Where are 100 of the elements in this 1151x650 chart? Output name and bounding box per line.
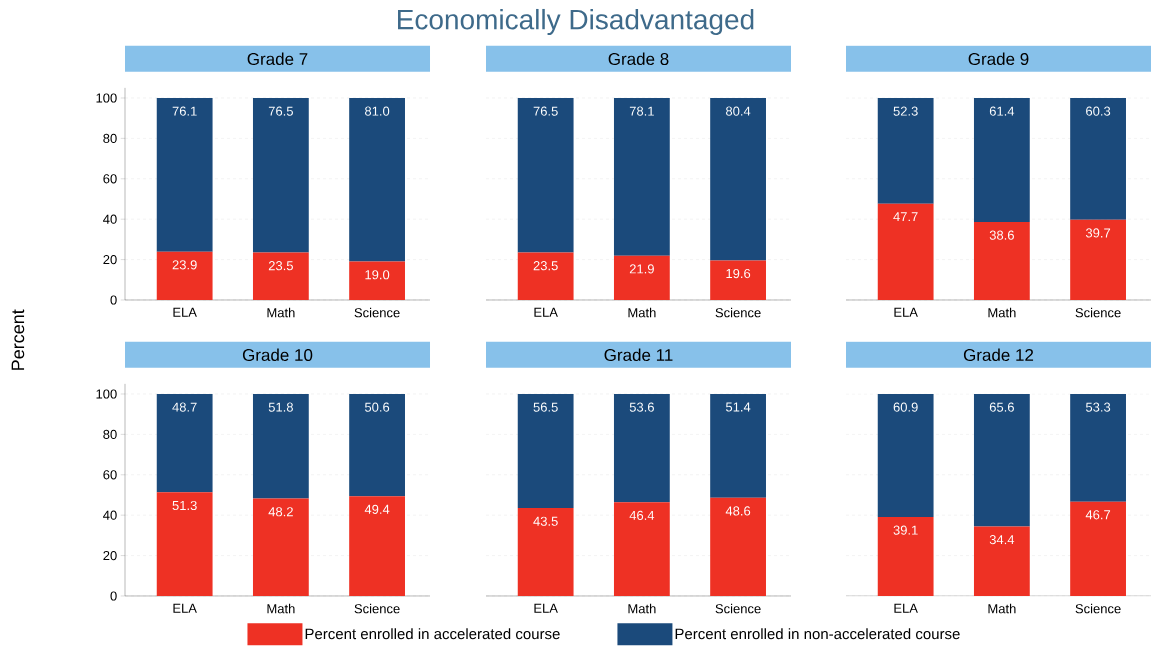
bar — [349, 393, 405, 497]
y-tick-label: 80 — [103, 133, 117, 143]
data-label: 34.4 — [989, 535, 1015, 545]
bar — [1070, 501, 1126, 596]
bar — [710, 393, 766, 498]
x-tick-label: Science — [1075, 603, 1121, 614]
chart-title: Grade 11 — [604, 348, 673, 362]
x-tick-label: Math — [267, 307, 295, 318]
data-label: 47.7 — [893, 212, 918, 222]
bar — [252, 97, 309, 253]
x-tick-label: ELA — [173, 307, 197, 317]
bar — [156, 393, 213, 493]
y-tick-label: 60 — [103, 174, 117, 184]
data-label: 43.5 — [533, 516, 558, 526]
bar — [349, 496, 405, 596]
bar — [613, 255, 670, 300]
chart-title: Grade 9 — [968, 52, 1029, 66]
bar — [877, 97, 934, 204]
data-label: 81.0 — [365, 106, 390, 116]
y-axis-title: Percent — [11, 309, 25, 370]
bar — [517, 252, 574, 300]
x-tick-label: Science — [1075, 307, 1121, 318]
data-label: 53.6 — [629, 402, 654, 412]
chart-title: Grade 10 — [242, 348, 313, 362]
bar — [710, 97, 766, 261]
bar — [156, 97, 213, 252]
x-tick-label: ELA — [534, 603, 558, 613]
data-label: 23.5 — [268, 261, 293, 271]
text: Economically Disadvantaged — [398, 8, 754, 36]
data-label: 80.4 — [726, 106, 751, 116]
y-tick-label: 40 — [103, 510, 117, 520]
data-label: 76.5 — [533, 106, 558, 116]
data-label: 39.7 — [1085, 228, 1111, 238]
x-tick-label: Math — [267, 603, 295, 614]
data-label: 51.8 — [268, 402, 293, 412]
x-tick-label: Math — [628, 603, 656, 614]
bar — [973, 393, 1030, 527]
x-tick-label: Science — [715, 307, 761, 318]
y-tick-label: 0 — [110, 295, 117, 305]
bar — [613, 97, 670, 256]
legend-label: Percent enrolled in non-accelerated course — [675, 628, 960, 640]
data-label: 53.3 — [1085, 402, 1111, 412]
y-tick-label: 60 — [103, 470, 117, 480]
data-label: 21.9 — [629, 264, 654, 274]
bar — [252, 498, 309, 596]
bar — [252, 252, 309, 300]
x-tick-label: Science — [354, 603, 400, 614]
data-label: 39.1 — [893, 525, 918, 535]
x-tick-label: ELA — [173, 603, 197, 613]
bar — [156, 251, 213, 300]
data-label: 60.3 — [1086, 106, 1111, 116]
bar — [349, 261, 405, 300]
bar — [1070, 219, 1126, 300]
bar — [252, 393, 309, 499]
bar — [877, 203, 934, 300]
y-tick-label: 80 — [103, 429, 117, 439]
data-label: 46.4 — [629, 510, 655, 520]
data-label: 49.4 — [364, 504, 390, 514]
bar — [1070, 393, 1126, 502]
bar — [613, 393, 670, 503]
bar — [156, 492, 213, 596]
chart-title: Grade 12 — [963, 348, 1034, 362]
data-label: 38.6 — [989, 230, 1014, 240]
data-label: 23.9 — [172, 260, 197, 270]
chart-title: Grade 7 — [247, 52, 308, 66]
bar — [973, 526, 1030, 596]
data-label: 48.6 — [725, 506, 751, 516]
x-tick-label: Math — [988, 603, 1016, 614]
x-tick-label: Science — [715, 603, 761, 614]
y-tick-label: 0 — [110, 591, 117, 601]
data-label: 78.1 — [629, 106, 654, 116]
y-tick-label: 20 — [103, 254, 117, 265]
data-label: 23.5 — [533, 261, 558, 271]
bar — [973, 222, 1030, 300]
chart-title: Grade 8 — [608, 52, 669, 66]
bar — [517, 508, 574, 596]
data-label: 56.5 — [533, 402, 558, 412]
x-tick-label: ELA — [894, 307, 918, 317]
bar — [877, 517, 934, 596]
x-tick-label: Math — [988, 307, 1016, 318]
bar — [517, 97, 574, 253]
data-label: 50.6 — [364, 402, 390, 412]
y-tick-label: 100 — [96, 389, 117, 399]
bar — [710, 260, 766, 300]
bar — [1070, 97, 1126, 220]
data-label: 76.5 — [268, 106, 293, 116]
bar — [973, 97, 1030, 223]
data-label: 48.7 — [172, 402, 197, 412]
bar — [613, 502, 670, 596]
bar — [349, 97, 405, 262]
data-label: 76.1 — [172, 106, 197, 116]
data-label: 60.9 — [893, 402, 918, 412]
data-label: 46.7 — [1085, 510, 1111, 520]
data-label: 19.0 — [365, 270, 390, 280]
data-label: 51.4 — [725, 402, 751, 412]
x-tick-label: ELA — [894, 603, 918, 613]
x-tick-label: Science — [354, 307, 400, 318]
data-label: 65.6 — [989, 402, 1014, 412]
data-label: 61.4 — [989, 106, 1015, 116]
y-tick-label: 40 — [103, 214, 117, 224]
